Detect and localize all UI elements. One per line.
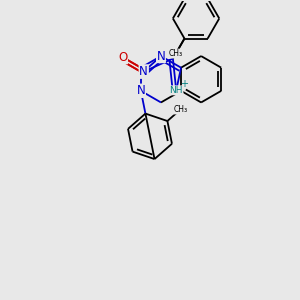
Text: O: O [118, 51, 128, 64]
Text: N: N [140, 65, 148, 78]
Text: N: N [136, 84, 145, 98]
Text: CH₃: CH₃ [169, 49, 183, 58]
Text: N: N [140, 65, 148, 78]
Text: NH: NH [169, 86, 183, 95]
Text: N: N [157, 50, 165, 63]
Text: CH₃: CH₃ [173, 105, 188, 114]
Text: N: N [136, 84, 145, 98]
Text: +: + [180, 79, 188, 89]
